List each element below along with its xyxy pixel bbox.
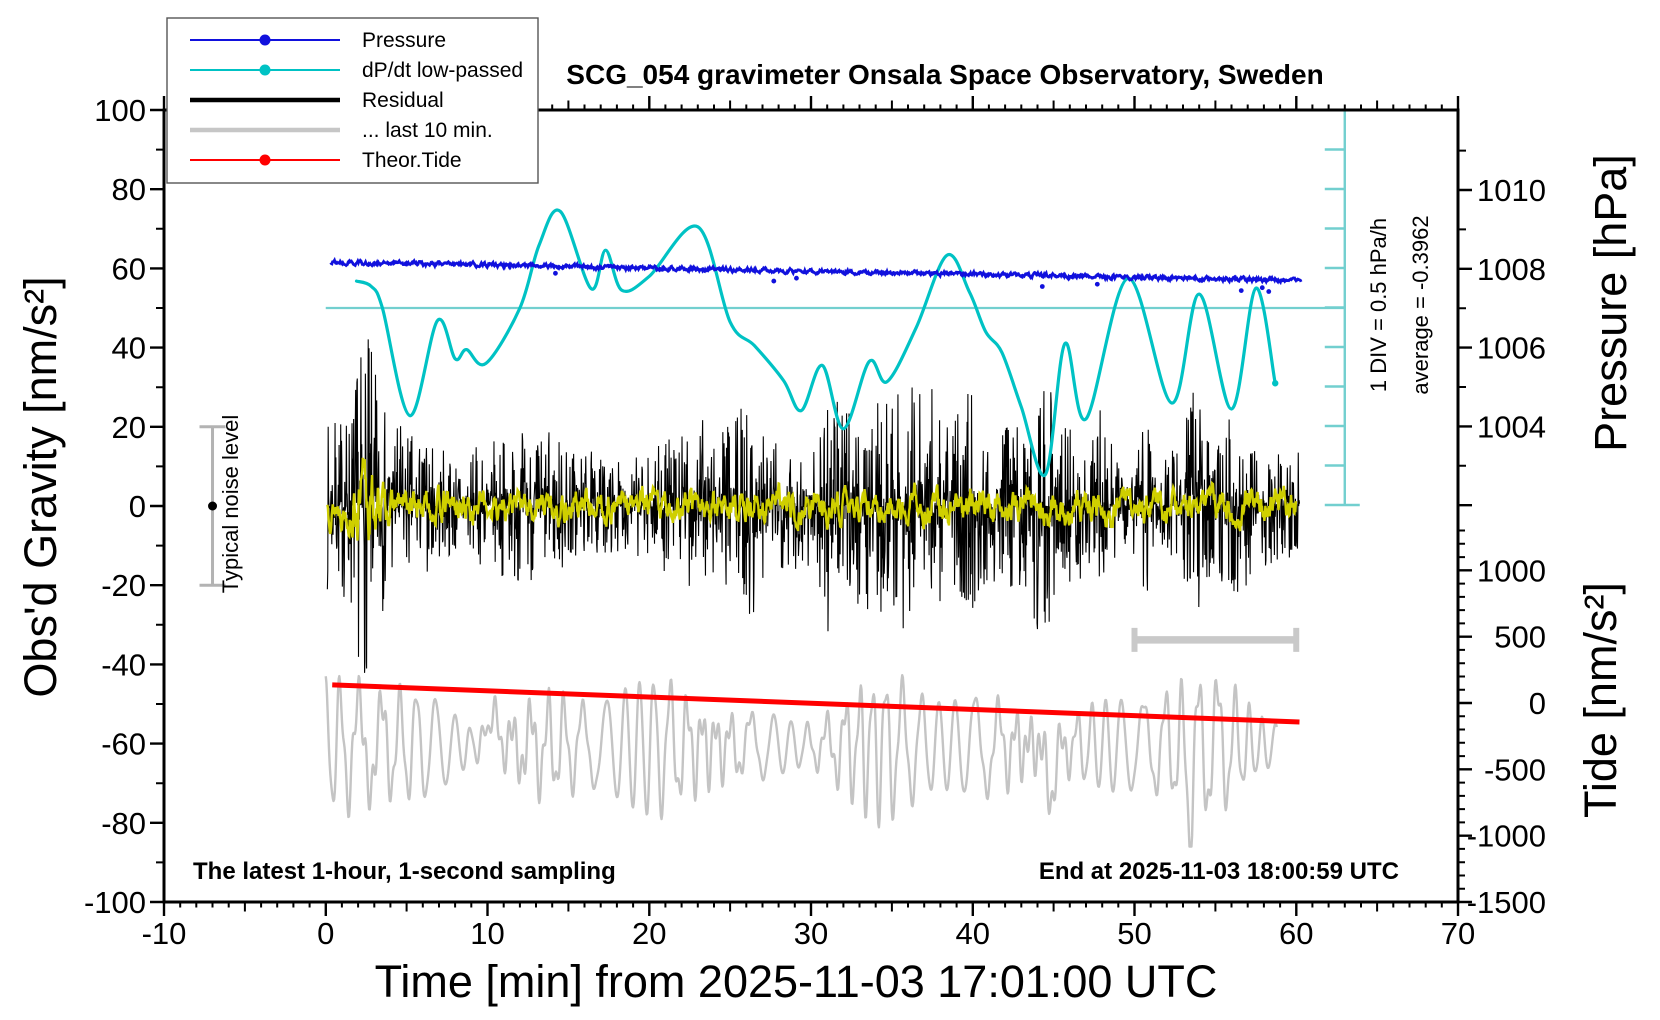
tide-tick-label: 0 bbox=[1529, 686, 1546, 721]
legend: Pressure dP/dt low-passed Residual ... last… bbox=[166, 17, 539, 184]
x-axis-label: Time [min] from 2025-11-03 17:01:00 UTC bbox=[375, 956, 1218, 1007]
tide-tick-label: -1000 bbox=[1467, 819, 1546, 854]
pressure-outlier-dot bbox=[1266, 289, 1272, 294]
legend-item-dp-dt-low-passed: dP/dt low-passed bbox=[190, 59, 523, 82]
x-tick-label: 40 bbox=[956, 916, 990, 951]
legend-sample-dot bbox=[259, 34, 271, 46]
legend-item-label: Theor.Tide bbox=[362, 149, 462, 172]
legend-item-label: dP/dt low-passed bbox=[362, 59, 523, 82]
pressure-outlier-dot bbox=[1039, 284, 1045, 289]
left-y-axis-label: Obs'd Gravity [nm/s²] bbox=[15, 276, 66, 697]
x-tick-label: 60 bbox=[1279, 916, 1313, 951]
tide-tick-label: 500 bbox=[1494, 620, 1546, 655]
axis-ticks bbox=[150, 96, 1472, 916]
ten-min-bar-caps bbox=[1131, 627, 1300, 652]
pressure-tick-label: 1004 bbox=[1477, 409, 1546, 444]
legend-sample-dot bbox=[259, 64, 271, 76]
chart-title: SCG_054 gravimeter Onsala Space Observat… bbox=[566, 59, 1323, 90]
gravity-tick-label: -100 bbox=[84, 885, 146, 920]
end-time-note: End at 2025-11-03 18:00:59 UTC bbox=[1039, 858, 1399, 885]
gravity-tick-label: 60 bbox=[112, 251, 146, 286]
axis-tick-labels: -10 0 10 20 30 40 50 60 70-100-80-60-40-20020406… bbox=[84, 93, 1546, 951]
sampling-note: The latest 1-hour, 1-second sampling bbox=[193, 858, 616, 885]
gravity-tick-label: -40 bbox=[101, 647, 146, 682]
gravity-tick-label: 80 bbox=[112, 172, 146, 207]
x-tick-label: 0 bbox=[317, 916, 334, 951]
pressure-outlier-dot bbox=[553, 270, 558, 276]
series-dpdt-line bbox=[354, 208, 1277, 478]
legend-item-residual: Residual bbox=[190, 89, 444, 112]
legend-item-label: ... last 10 min. bbox=[362, 119, 493, 142]
pressure-outlier-dot bbox=[1094, 281, 1100, 287]
pressure-outlier-dot bbox=[794, 275, 799, 281]
gravity-tick-label: -80 bbox=[101, 806, 146, 841]
legend-item-label: Pressure bbox=[362, 29, 446, 52]
noise-level-note: Typical noise level bbox=[218, 415, 243, 594]
legend-item-pressure: Pressure bbox=[190, 29, 446, 52]
pressure-axis-label: Pressure [hPa] bbox=[1585, 154, 1636, 452]
legend-sample-dot bbox=[259, 154, 271, 166]
series-pressure-line bbox=[329, 256, 1303, 286]
legend-item-label: Residual bbox=[362, 89, 444, 112]
tide-tick-label: -500 bbox=[1484, 752, 1546, 787]
noise-level-dot bbox=[208, 501, 218, 511]
pressure-tick-label: 1008 bbox=[1477, 252, 1546, 287]
data-series bbox=[324, 208, 1303, 848]
x-tick-label: 30 bbox=[794, 916, 828, 951]
gravity-tick-label: 20 bbox=[112, 410, 146, 445]
tide-axis-label: Tide [nm/s²] bbox=[1575, 582, 1626, 818]
tide-tick-label: 1000 bbox=[1477, 553, 1546, 588]
series-last-10-min-line bbox=[324, 674, 1279, 848]
dpdt-scale-bar bbox=[1324, 108, 1360, 507]
major-ticks bbox=[150, 96, 1472, 916]
minor-ticks bbox=[156, 100, 1466, 912]
x-tick-label: 20 bbox=[632, 916, 666, 951]
average-note: average = -0.3962 bbox=[1408, 215, 1433, 394]
tide-tick-label: -1500 bbox=[1467, 885, 1546, 920]
x-tick-label: 70 bbox=[1441, 916, 1475, 951]
pressure-outlier-dot bbox=[1259, 285, 1265, 291]
gravity-tick-label: -60 bbox=[101, 727, 146, 762]
div-scale-note: 1 DIV = 0.5 hPa/h bbox=[1366, 218, 1391, 392]
gravity-tick-label: -20 bbox=[101, 568, 146, 603]
legend-item--last-10-min-: ... last 10 min. bbox=[190, 119, 493, 142]
dpdt-endpoint-dot bbox=[1272, 380, 1279, 387]
x-tick-label: 50 bbox=[1117, 916, 1151, 951]
pressure-tick-label: 1010 bbox=[1477, 173, 1546, 208]
pressure-tick-label: 1006 bbox=[1477, 331, 1546, 366]
gravity-tick-label: 40 bbox=[112, 331, 146, 366]
x-tick-label: -10 bbox=[142, 916, 187, 951]
legend-item-theor-tide: Theor.Tide bbox=[190, 149, 462, 172]
scale-markers bbox=[199, 108, 1360, 652]
gravity-tick-label: 0 bbox=[129, 489, 146, 524]
series-theor-tide-line bbox=[332, 682, 1300, 725]
gravity-tick-label: 100 bbox=[94, 93, 146, 128]
pressure-outlier-dot bbox=[771, 278, 777, 284]
series-residual-lowpass-line bbox=[326, 457, 1298, 541]
pressure-outlier-dot bbox=[1238, 288, 1244, 294]
x-tick-label: 10 bbox=[470, 916, 504, 951]
